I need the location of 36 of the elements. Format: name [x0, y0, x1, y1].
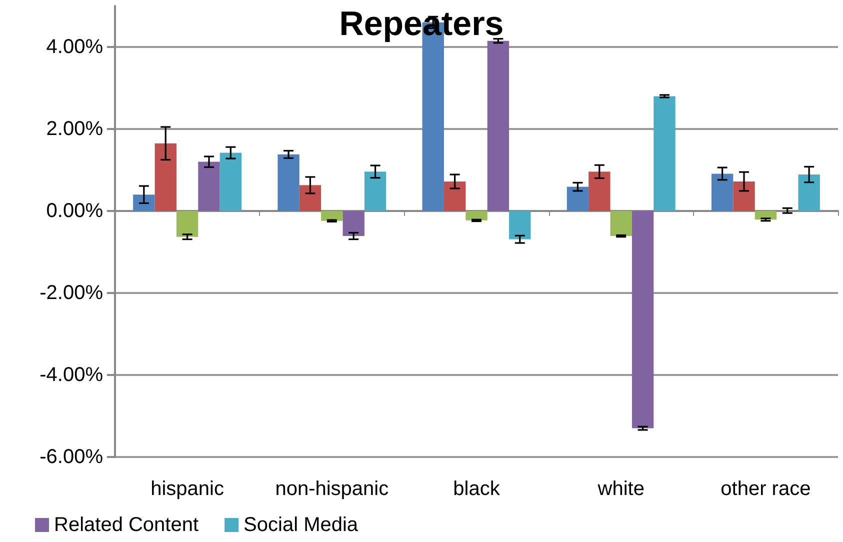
bar — [444, 181, 466, 211]
bar — [632, 211, 654, 428]
bar — [798, 174, 820, 211]
x-tick-label: white — [596, 478, 644, 500]
bar — [321, 211, 343, 221]
bar — [176, 211, 198, 237]
y-tick-label: 4.00% — [46, 36, 104, 58]
x-tick-label: hispanic — [150, 478, 224, 500]
x-tick-label: other race — [720, 478, 811, 500]
bar — [278, 154, 300, 211]
y-tick-label: -4.00% — [40, 364, 104, 386]
legend-label: Social Media — [244, 514, 359, 536]
bar — [711, 174, 734, 211]
bar — [509, 211, 531, 240]
bar — [754, 211, 777, 220]
y-tick-label: -6.00% — [40, 446, 104, 468]
bar — [299, 185, 322, 211]
y-tick-label: 0.00% — [46, 200, 104, 222]
bar — [364, 172, 386, 211]
bar — [610, 211, 632, 236]
y-tick-label: -2.00% — [40, 282, 104, 304]
bar — [466, 211, 488, 220]
bar — [487, 40, 510, 211]
bar — [133, 194, 155, 211]
x-tick-label: non-hispanic — [275, 478, 389, 500]
bar — [588, 172, 610, 211]
y-tick-label: 2.00% — [46, 118, 104, 140]
bar — [342, 211, 364, 236]
x-tick-label: black — [453, 478, 501, 500]
bar — [733, 181, 755, 211]
bar — [566, 186, 589, 211]
legend-label: Related Content — [54, 514, 199, 536]
bar — [654, 96, 676, 211]
bar — [220, 152, 242, 211]
bar — [198, 162, 220, 211]
bar — [154, 143, 176, 211]
